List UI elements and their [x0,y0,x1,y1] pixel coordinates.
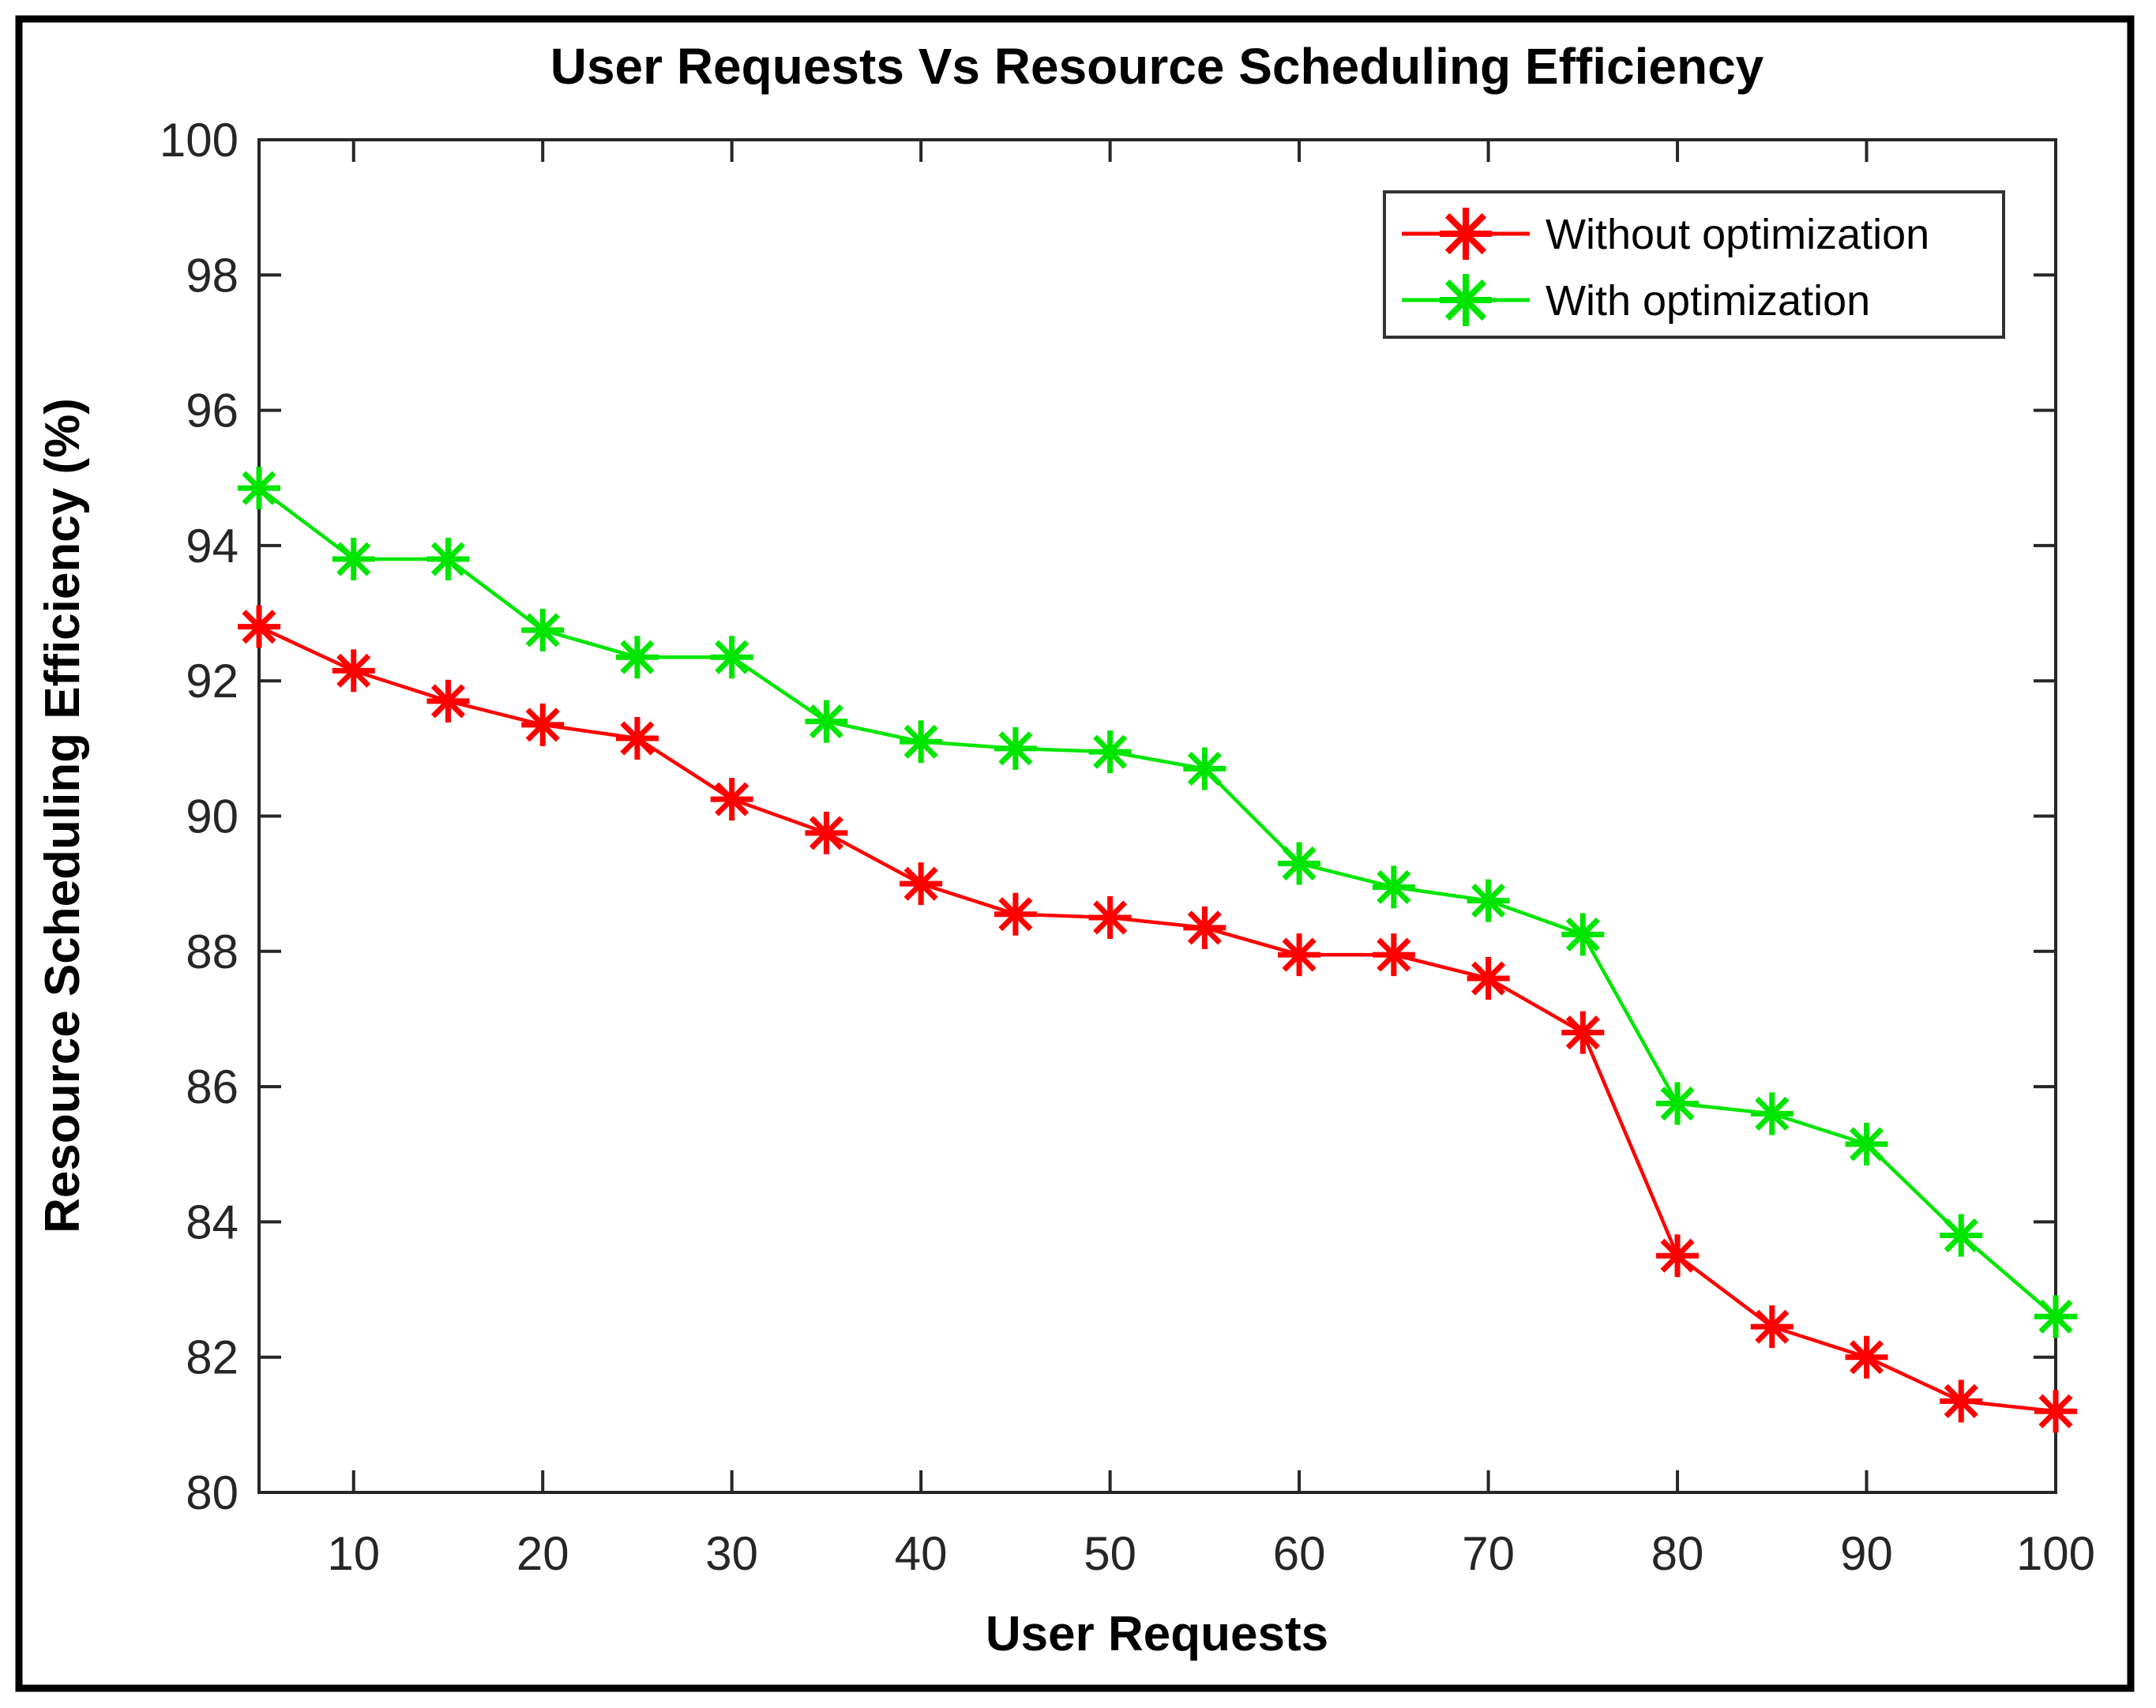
y-tick-label: 84 [186,1196,239,1248]
series-with-optimization [238,467,2077,1338]
series-without-optimization [238,605,2077,1433]
asterisk-marker-icon [1440,208,1492,260]
y-tick-label: 80 [186,1466,239,1519]
y-tick-label: 90 [186,790,239,843]
x-tick-label: 60 [1273,1527,1326,1580]
legend-label: With optimization [1546,277,1870,325]
y-tick-label: 96 [186,385,239,437]
x-tick-label: 90 [1840,1527,1893,1580]
y-axis-label: Resource Scheduling Efficiency (%) [36,398,90,1233]
markers-without-optimization [238,605,2077,1433]
x-tick-label: 20 [516,1527,569,1580]
legend-label: Without optimization [1546,211,1929,258]
markers-with-optimization [238,467,2077,1338]
legend-box [1383,190,2005,339]
axis-ticks [259,138,2057,1494]
chart-title: User Requests Vs Resource Scheduling Eff… [550,38,1764,95]
y-tick-label: 100 [160,114,239,167]
x-axis-label: User Requests [986,1607,1328,1661]
y-tick-label: 94 [186,520,239,572]
line-with-optimization [257,486,2057,1319]
legend-entry-without-optimization: Without optimization [1402,208,1929,260]
x-tick-label: 80 [1651,1527,1704,1580]
data-series [238,467,2077,1433]
x-tick-label: 70 [1462,1527,1515,1580]
y-tick-label: 86 [186,1060,239,1113]
y-tick-label: 92 [186,655,239,708]
line-without-optimization [258,625,2056,1413]
axis-tick-labels: 10 20 30 40 50 60 70 80 90 100 80 82 84 86 88 90 92 94 96 9… [160,114,2095,1580]
x-tick-label: 40 [895,1527,948,1580]
asterisk-marker-icon [1440,274,1492,326]
legend-entry-with-optimization: With optimization [1402,274,1870,326]
x-tick-label: 10 [327,1527,380,1580]
x-tick-label: 100 [2016,1527,2095,1580]
figure-border [15,15,2135,1692]
y-tick-label: 82 [186,1331,239,1384]
x-tick-label: 50 [1084,1527,1136,1580]
y-tick-label: 98 [186,249,239,302]
x-tick-label: 30 [705,1527,758,1580]
y-tick-label: 88 [186,925,239,978]
legend: Without optimization With optimization [1383,190,2005,339]
plot-area [257,138,2057,1494]
